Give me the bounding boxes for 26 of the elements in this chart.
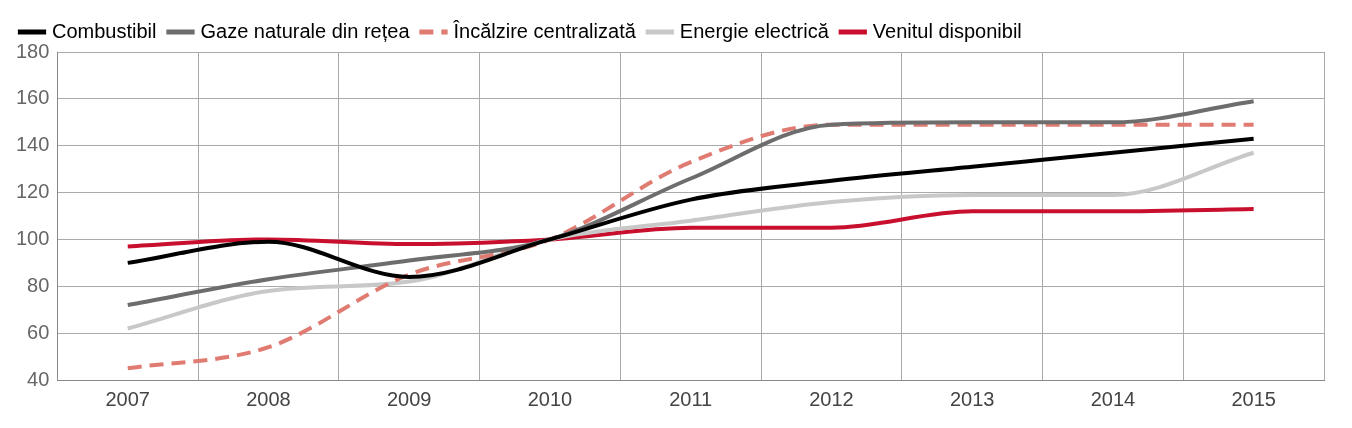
y-tick-label: 160 [15, 86, 50, 109]
x-tick-label: 2007 [105, 387, 150, 410]
x-tick-label: 2011 [669, 387, 713, 410]
x-tick-label: 2010 [527, 387, 573, 410]
line-series [125, 206, 1256, 249]
x-tick-label: 2012 [809, 387, 854, 410]
y-tick-label: 60 [27, 320, 50, 343]
x-tick-label: 2015 [1231, 387, 1276, 410]
legend-label: Combustibil [52, 19, 157, 42]
legend-label: Energie electrică [679, 19, 830, 42]
x-tick-label: 2014 [1090, 387, 1136, 410]
legend-label: Venitul disponibil [872, 19, 1022, 42]
line-series [125, 99, 1256, 308]
legend-label: Gaze naturale din rețea [200, 19, 411, 42]
y-tick-label: 40 [27, 367, 50, 390]
line-series [125, 122, 1256, 371]
x-tick-label: 2013 [949, 387, 995, 410]
y-tick-label: 120 [15, 180, 50, 203]
y-tick-label: 140 [15, 133, 50, 156]
y-tick-label: 80 [27, 273, 50, 296]
y-tick-label: 180 [15, 39, 50, 62]
x-tick-label: 2008 [246, 387, 291, 410]
x-tick-label: 2009 [386, 387, 432, 410]
line-series [125, 136, 1256, 279]
y-tick-label: 100 [15, 226, 50, 249]
legend-label: Încălzire centralizată [452, 19, 637, 42]
